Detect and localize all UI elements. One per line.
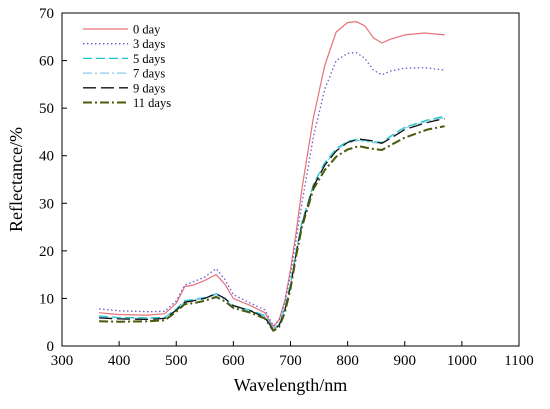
series-line-1 [99,51,445,327]
y-tick-label: 10 [39,291,54,307]
y-tick-label: 40 [39,149,54,165]
x-tick-label: 900 [394,353,417,369]
y-axis-title: Reflectance/% [6,127,26,232]
y-tick-label: 0 [47,339,55,355]
plot-frame [61,12,520,347]
legend-label-0: 0 day [133,23,161,37]
y-tick-label: 70 [39,6,54,22]
y-tick-label: 30 [39,196,54,212]
legend-label-3: 7 days [133,67,165,81]
series-line-3 [99,117,445,330]
x-tick-label: 600 [222,353,245,369]
series-line-2 [99,115,445,330]
series-line-4 [99,117,445,331]
legend-label-5: 11 days [133,96,171,110]
x-tick-label: 300 [51,353,74,369]
x-tick-label: 400 [108,353,131,369]
legend-label-4: 9 days [133,81,165,95]
x-tick-label: 1000 [447,353,477,369]
x-tick-label: 700 [279,353,302,369]
y-tick-label: 20 [39,244,54,260]
x-tick-label: 500 [165,353,188,369]
y-tick-label: 60 [39,54,54,70]
legend-label-1: 3 days [133,37,165,51]
x-tick-label: 1100 [504,353,533,369]
legend-label-2: 5 days [133,52,165,66]
series-line-0 [99,21,445,328]
x-tick-label: 800 [336,353,359,369]
y-tick-label: 50 [39,101,54,117]
series-line-5 [99,125,445,332]
series-lines [99,21,445,332]
x-axis: 300 400 500 600 700 800 900 1000 1100 [51,341,534,369]
x-axis-title: Wavelength/nm [234,375,348,395]
y-axis: 0 10 20 30 40 50 60 70 [39,6,67,355]
